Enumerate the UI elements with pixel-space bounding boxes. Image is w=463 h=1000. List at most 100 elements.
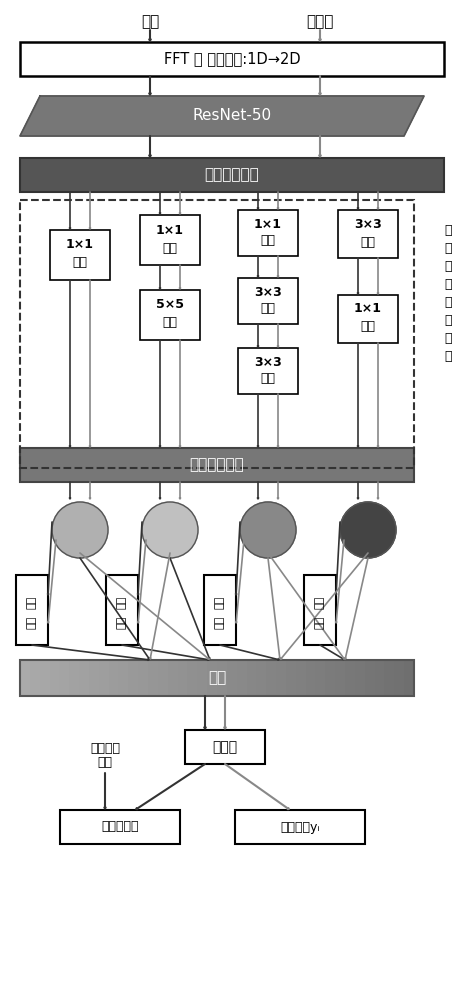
Bar <box>374 660 385 696</box>
Text: 拼接: 拼接 <box>207 670 225 686</box>
Bar <box>337 210 397 258</box>
Text: 征: 征 <box>443 296 451 308</box>
Bar <box>20 448 413 482</box>
Bar <box>185 730 264 764</box>
Bar <box>138 660 149 696</box>
Bar <box>168 660 178 696</box>
Bar <box>89 660 100 696</box>
Text: 5×5: 5×5 <box>156 298 184 312</box>
Text: 分类器: 分类器 <box>212 740 237 754</box>
Bar <box>234 810 364 844</box>
Text: 池化: 池化 <box>360 235 375 248</box>
Bar <box>285 660 296 696</box>
Bar <box>344 660 355 696</box>
Bar <box>30 660 41 696</box>
Bar <box>305 660 316 696</box>
Text: 1×1: 1×1 <box>66 238 94 251</box>
Bar <box>204 575 236 645</box>
Text: 域适: 域适 <box>117 595 127 609</box>
Bar <box>50 660 60 696</box>
Bar <box>118 660 129 696</box>
Text: 3×3: 3×3 <box>254 286 281 298</box>
Bar <box>177 660 188 696</box>
Bar <box>354 660 365 696</box>
Text: 卷积: 卷积 <box>162 241 177 254</box>
Bar <box>403 660 414 696</box>
Bar <box>108 660 119 696</box>
Bar <box>337 295 397 343</box>
Circle shape <box>142 502 198 558</box>
Text: 提: 提 <box>443 314 451 326</box>
Bar <box>384 660 394 696</box>
Text: 标签: 标签 <box>97 756 112 768</box>
Text: 取: 取 <box>443 332 451 344</box>
Text: 3×3: 3×3 <box>353 218 381 231</box>
Circle shape <box>52 502 108 558</box>
Polygon shape <box>20 96 423 136</box>
Text: FFT 、 信号重构:1D→2D: FFT 、 信号重构:1D→2D <box>163 51 300 66</box>
Bar <box>79 660 90 696</box>
Bar <box>238 278 297 324</box>
Bar <box>334 660 345 696</box>
Text: 目标域: 目标域 <box>306 14 333 29</box>
Bar <box>148 660 158 696</box>
Bar <box>157 660 169 696</box>
Bar <box>315 660 325 696</box>
Bar <box>16 575 48 645</box>
Text: 卷积: 卷积 <box>72 256 88 269</box>
Text: 卷积: 卷积 <box>260 371 275 384</box>
Text: 卷积: 卷积 <box>162 316 177 330</box>
Text: 器: 器 <box>443 350 451 362</box>
Bar <box>20 200 413 468</box>
Bar <box>60 810 180 844</box>
Text: 源域真实: 源域真实 <box>90 742 120 754</box>
Text: 卷积: 卷积 <box>260 233 275 246</box>
Bar <box>59 660 70 696</box>
Bar <box>128 660 139 696</box>
Bar <box>106 575 138 645</box>
Bar <box>364 660 375 696</box>
Bar <box>238 348 297 394</box>
Text: 源域: 源域 <box>141 14 159 29</box>
Text: 卷积: 卷积 <box>360 320 375 334</box>
Bar <box>50 230 110 280</box>
Bar <box>325 660 336 696</box>
Text: 特: 特 <box>443 277 451 290</box>
Bar <box>20 42 443 76</box>
Text: ResNet-50: ResNet-50 <box>192 108 271 123</box>
Circle shape <box>239 502 295 558</box>
Text: 多: 多 <box>443 224 451 236</box>
Text: 3×3: 3×3 <box>254 356 281 368</box>
Text: 低层次特征图: 低层次特征图 <box>204 167 259 182</box>
Text: 域适: 域适 <box>314 595 324 609</box>
Text: 配器: 配器 <box>314 615 324 629</box>
Bar <box>20 158 443 192</box>
Bar <box>197 660 208 696</box>
Bar <box>140 290 200 340</box>
Bar <box>69 660 80 696</box>
Text: 全局平均池化: 全局平均池化 <box>189 458 244 473</box>
Text: 卷积: 卷积 <box>260 302 275 314</box>
Bar <box>40 660 50 696</box>
Bar <box>246 660 257 696</box>
Bar <box>275 660 286 696</box>
Text: 1×1: 1×1 <box>353 302 381 316</box>
Bar <box>236 660 247 696</box>
Bar <box>217 660 227 696</box>
Bar <box>206 660 218 696</box>
Bar <box>295 660 306 696</box>
Bar <box>238 210 297 256</box>
Bar <box>140 215 200 265</box>
Bar <box>20 660 31 696</box>
Text: 配器: 配器 <box>214 615 225 629</box>
Text: 1×1: 1×1 <box>253 218 282 231</box>
Circle shape <box>339 502 395 558</box>
Text: 域适: 域适 <box>27 595 37 609</box>
Bar <box>394 660 404 696</box>
Text: 1×1: 1×1 <box>156 224 184 236</box>
Text: 域适: 域适 <box>214 595 225 609</box>
Text: 交叉熵损失: 交叉熵损失 <box>101 820 138 834</box>
Bar <box>266 660 276 696</box>
Bar <box>226 660 237 696</box>
Bar <box>99 660 109 696</box>
